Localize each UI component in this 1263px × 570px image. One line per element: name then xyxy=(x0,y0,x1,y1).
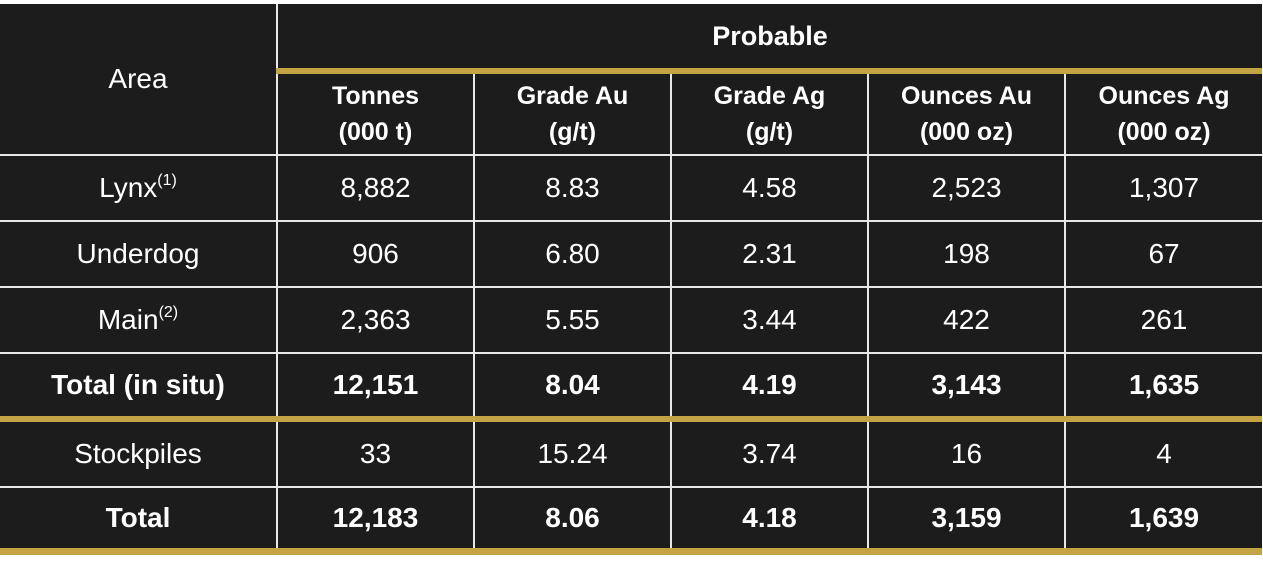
area-label: Lynx xyxy=(99,172,158,203)
tonnes-cell: 12,151 xyxy=(276,352,475,420)
ounces-au-cell: 422 xyxy=(867,286,1066,354)
column-header-unit: (000 t) xyxy=(338,118,413,146)
tonnes-cell: 33 xyxy=(276,416,475,488)
footnote-marker: (1) xyxy=(157,171,177,189)
table-row-total: Total 12,183 8.06 4.18 3,159 1,639 xyxy=(0,486,1263,555)
column-header-ounces-ag: Ounces Ag (000 oz) xyxy=(1063,70,1263,156)
ounces-ag-cell: 261 xyxy=(1063,286,1263,354)
tonnes-cell: 8,882 xyxy=(276,154,475,222)
footnote-marker: (2) xyxy=(158,303,179,321)
probable-header: Probable xyxy=(275,4,1263,74)
table-row-lynx: Lynx(1) 8,882 8.83 4.58 2,523 1,307 xyxy=(0,154,1263,222)
grade-ag-cell: 4.18 xyxy=(670,486,869,555)
area-cell: Underdog xyxy=(0,220,278,288)
column-header-unit: (000 oz) xyxy=(919,118,1014,146)
column-header-ounces-au: Ounces Au (000 oz) xyxy=(867,70,1066,156)
table-row-total-in-situ: Total (in situ) 12,151 8.04 4.19 3,143 1… xyxy=(0,352,1263,420)
header-row-group: Area Probable xyxy=(0,4,1263,156)
column-header-label: Ounces Ag xyxy=(1098,82,1230,110)
column-header-unit: (g/t) xyxy=(745,118,794,146)
column-header-label: Grade Ag xyxy=(713,82,826,110)
grade-au-cell: 8.06 xyxy=(473,486,672,555)
grade-ag-cell: 4.19 xyxy=(670,352,869,420)
area-cell: Main(2) xyxy=(0,286,278,354)
grade-ag-cell: 4.58 xyxy=(670,154,869,222)
area-header: Area xyxy=(0,4,278,156)
ounces-ag-cell: 4 xyxy=(1063,416,1263,488)
column-header-unit: (000 oz) xyxy=(1117,118,1211,146)
column-header-label: Tonnes xyxy=(331,82,420,110)
grade-au-cell: 8.83 xyxy=(473,154,672,222)
ounces-ag-cell: 1,307 xyxy=(1063,154,1263,222)
ounces-au-cell: 3,143 xyxy=(867,352,1066,420)
grade-au-cell: 6.80 xyxy=(473,220,672,288)
column-header-unit: (g/t) xyxy=(548,118,597,146)
grade-ag-cell: 2.31 xyxy=(670,220,869,288)
ounces-au-cell: 198 xyxy=(867,220,1066,288)
ounces-au-cell: 3,159 xyxy=(867,486,1066,555)
table-row-underdog: Underdog 906 6.80 2.31 198 67 xyxy=(0,220,1263,288)
table-row-main: Main(2) 2,363 5.55 3.44 422 261 xyxy=(0,286,1263,354)
area-label: Main xyxy=(97,304,159,335)
ounces-ag-cell: 67 xyxy=(1063,220,1263,288)
grade-au-cell: 5.55 xyxy=(473,286,672,354)
table-row-stockpiles: Stockpiles 33 15.24 3.74 16 4 xyxy=(0,416,1263,488)
grade-au-cell: 8.04 xyxy=(473,352,672,420)
column-header-grade-ag: Grade Ag (g/t) xyxy=(670,70,869,156)
header-row-columns: Tonnes (000 t) Grade Au (g/t) Grade Ag (… xyxy=(0,70,1263,156)
column-header-grade-au: Grade Au (g/t) xyxy=(473,70,672,156)
grade-ag-cell: 3.44 xyxy=(670,286,869,354)
area-cell: Lynx(1) xyxy=(0,154,278,222)
ounces-au-cell: 2,523 xyxy=(867,154,1066,222)
ounces-ag-cell: 1,639 xyxy=(1063,486,1263,555)
grade-au-cell: 15.24 xyxy=(473,416,672,488)
area-cell: Total (in situ) xyxy=(0,352,278,420)
ounces-au-cell: 16 xyxy=(867,416,1066,488)
area-cell: Total xyxy=(0,486,278,555)
tonnes-cell: 2,363 xyxy=(276,286,475,354)
tonnes-cell: 12,183 xyxy=(276,486,475,555)
column-header-label: Grade Au xyxy=(516,82,629,110)
column-header-label: Ounces Au xyxy=(900,82,1033,110)
probable-reserves-table: Area Probable Tonnes (000 t) Grade Au (g… xyxy=(0,4,1263,555)
grade-ag-cell: 3.74 xyxy=(670,416,869,488)
ounces-ag-cell: 1,635 xyxy=(1063,352,1263,420)
column-header-tonnes: Tonnes (000 t) xyxy=(277,70,475,156)
area-cell: Stockpiles xyxy=(0,416,278,488)
tonnes-cell: 906 xyxy=(276,220,475,288)
